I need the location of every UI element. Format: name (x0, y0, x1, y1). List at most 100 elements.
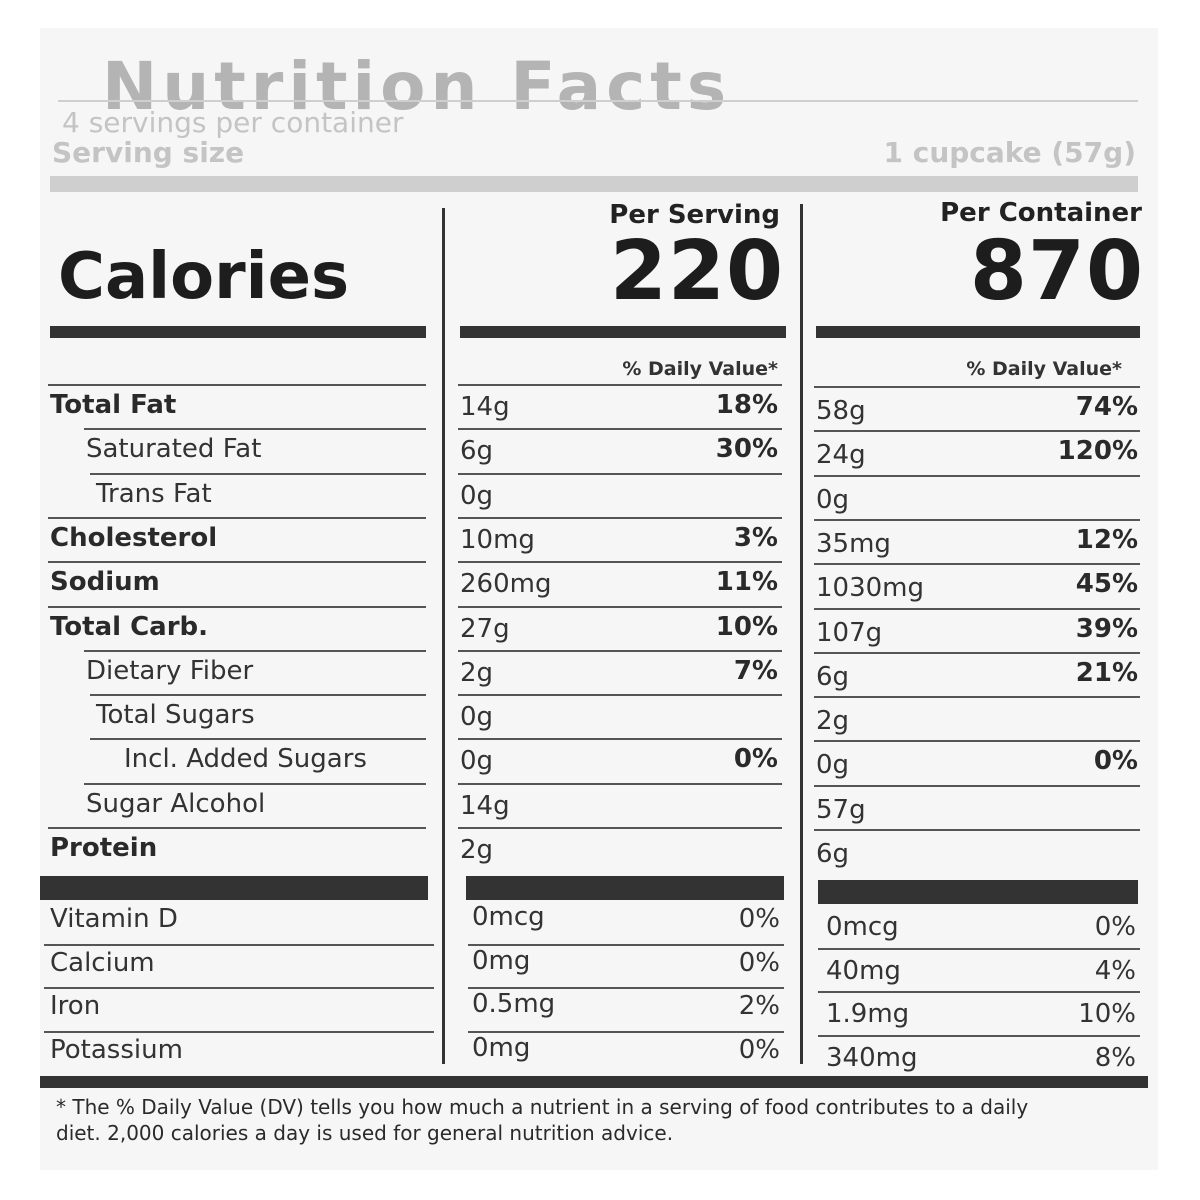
nutrient-label: Sodium (50, 567, 160, 597)
container-amount: 6g (816, 839, 850, 869)
container-dv: 120% (1057, 436, 1138, 466)
nutrient-row-rule (458, 694, 782, 696)
footnote: * The % Daily Value (DV) tells you how m… (56, 1095, 1029, 1145)
column-separator-1 (442, 208, 445, 1064)
vitamin-label: Iron (50, 991, 101, 1021)
dv-header-serving: % Daily Value* (622, 358, 778, 380)
vitamin-row-rule (468, 1031, 784, 1033)
vitamin-bar-label (40, 876, 428, 900)
nutrient-label: Cholesterol (50, 523, 218, 553)
nutrient-row-rule (48, 384, 426, 386)
serving-dv: 7% (733, 656, 778, 686)
vitamin-label: Potassium (50, 1035, 183, 1065)
vitamin-row-rule (818, 948, 1140, 950)
calories-bar-serving (460, 326, 786, 338)
vitamin-label: Calcium (50, 948, 155, 978)
serving-dv: 11% (715, 567, 778, 597)
nutrient-row-rule (90, 473, 426, 475)
vitamin-container-amount: 340mg (826, 1043, 918, 1073)
container-dv: 45% (1075, 569, 1138, 599)
calories-bar-container (816, 326, 1140, 338)
vitamin-container-amount: 1.9mg (826, 999, 910, 1029)
nutrient-label: Incl. Added Sugars (124, 744, 367, 774)
nutrient-row-rule (458, 561, 782, 563)
nutrient-row-rule (458, 606, 782, 608)
container-dv: 12% (1075, 525, 1138, 555)
container-amount: 107g (816, 618, 883, 648)
servings-per-container: 4 servings per container (62, 106, 404, 139)
container-amount: 6g (816, 662, 850, 692)
nutrient-row-rule (814, 519, 1140, 521)
serving-amount: 27g (460, 614, 510, 644)
nutrient-label: Total Fat (50, 390, 177, 420)
vitamin-container-dv: 4% (1094, 956, 1136, 986)
nutrient-row-rule (48, 606, 426, 608)
vitamin-row-rule (44, 1031, 434, 1033)
serving-amount: 260mg (460, 569, 552, 599)
serving-amount: 14g (460, 392, 510, 422)
title-rule (58, 100, 1138, 102)
vitamin-serving-amount: 0mcg (472, 902, 545, 932)
vitamin-row-rule (44, 944, 434, 946)
nutrient-row-rule (458, 517, 782, 519)
vitamin-serving-dv: 2% (738, 991, 780, 1021)
serving-amount: 0g (460, 481, 494, 511)
container-dv: 74% (1075, 392, 1138, 422)
serving-dv: 0% (733, 744, 778, 774)
nutrient-row-rule (814, 563, 1140, 565)
serving-amount: 0g (460, 702, 494, 732)
vitamin-serving-amount: 0.5mg (472, 989, 556, 1019)
vitamin-label: Vitamin D (50, 904, 178, 934)
vitamin-container-amount: 40mg (826, 956, 901, 986)
serving-dv: 10% (715, 612, 778, 642)
serving-amount: 6g (460, 436, 494, 466)
container-dv: 21% (1075, 658, 1138, 688)
nutrient-row-rule (90, 694, 426, 696)
vitamin-row-rule (818, 1035, 1140, 1037)
nutrient-label: Protein (50, 833, 158, 863)
serving-size-value: 1 cupcake (57g) (883, 136, 1136, 169)
nutrient-row-rule (814, 475, 1140, 477)
vitamin-bar-serving (466, 876, 784, 900)
nutrient-label: Dietary Fiber (86, 656, 254, 686)
nutrient-row-rule (458, 384, 782, 386)
vitamin-container-amount: 0mcg (826, 912, 899, 942)
nutrient-row-rule (814, 740, 1140, 742)
nutrient-row-rule (458, 827, 782, 829)
container-amount: 57g (816, 795, 866, 825)
nutrient-row-rule (48, 561, 426, 563)
calories-per-serving: 220 (609, 224, 784, 319)
vitamin-row-rule (468, 987, 784, 989)
nutrient-row-rule (48, 517, 426, 519)
nutrient-row-rule (48, 827, 426, 829)
serving-amount: 2g (460, 835, 494, 865)
container-amount: 35mg (816, 529, 891, 559)
nutrient-row-rule (814, 608, 1140, 610)
nutrient-row-rule (814, 785, 1140, 787)
nutrient-label: Saturated Fat (86, 434, 262, 464)
nutrient-label: Total Sugars (96, 700, 255, 730)
label-title: Nutrition Facts (102, 48, 732, 125)
column-separator-2 (800, 204, 803, 1064)
nutrient-label: Trans Fat (96, 479, 212, 509)
nutrient-row-rule (84, 428, 426, 430)
calories-bar-label (50, 326, 426, 338)
serving-dv: 18% (715, 390, 778, 420)
container-amount: 24g (816, 440, 866, 470)
serving-amount: 0g (460, 746, 494, 776)
vitamin-container-dv: 10% (1078, 999, 1136, 1029)
nutrient-label: Sugar Alcohol (86, 789, 266, 819)
nutrient-row-rule (814, 386, 1140, 388)
container-amount: 0g (816, 750, 850, 780)
vitamin-serving-dv: 0% (738, 1035, 780, 1065)
nutrient-row-rule (90, 738, 426, 740)
nutrient-row-rule (458, 783, 782, 785)
nutrient-row-rule (458, 428, 782, 430)
per-container-header: Per Container (940, 198, 1142, 228)
dv-header-container: % Daily Value* (966, 358, 1122, 380)
serving-amount: 2g (460, 658, 494, 688)
footnote-bar (40, 1076, 1148, 1088)
serving-amount: 10mg (460, 525, 535, 555)
vitamin-bar-container (818, 880, 1138, 904)
container-dv: 0% (1093, 746, 1138, 776)
